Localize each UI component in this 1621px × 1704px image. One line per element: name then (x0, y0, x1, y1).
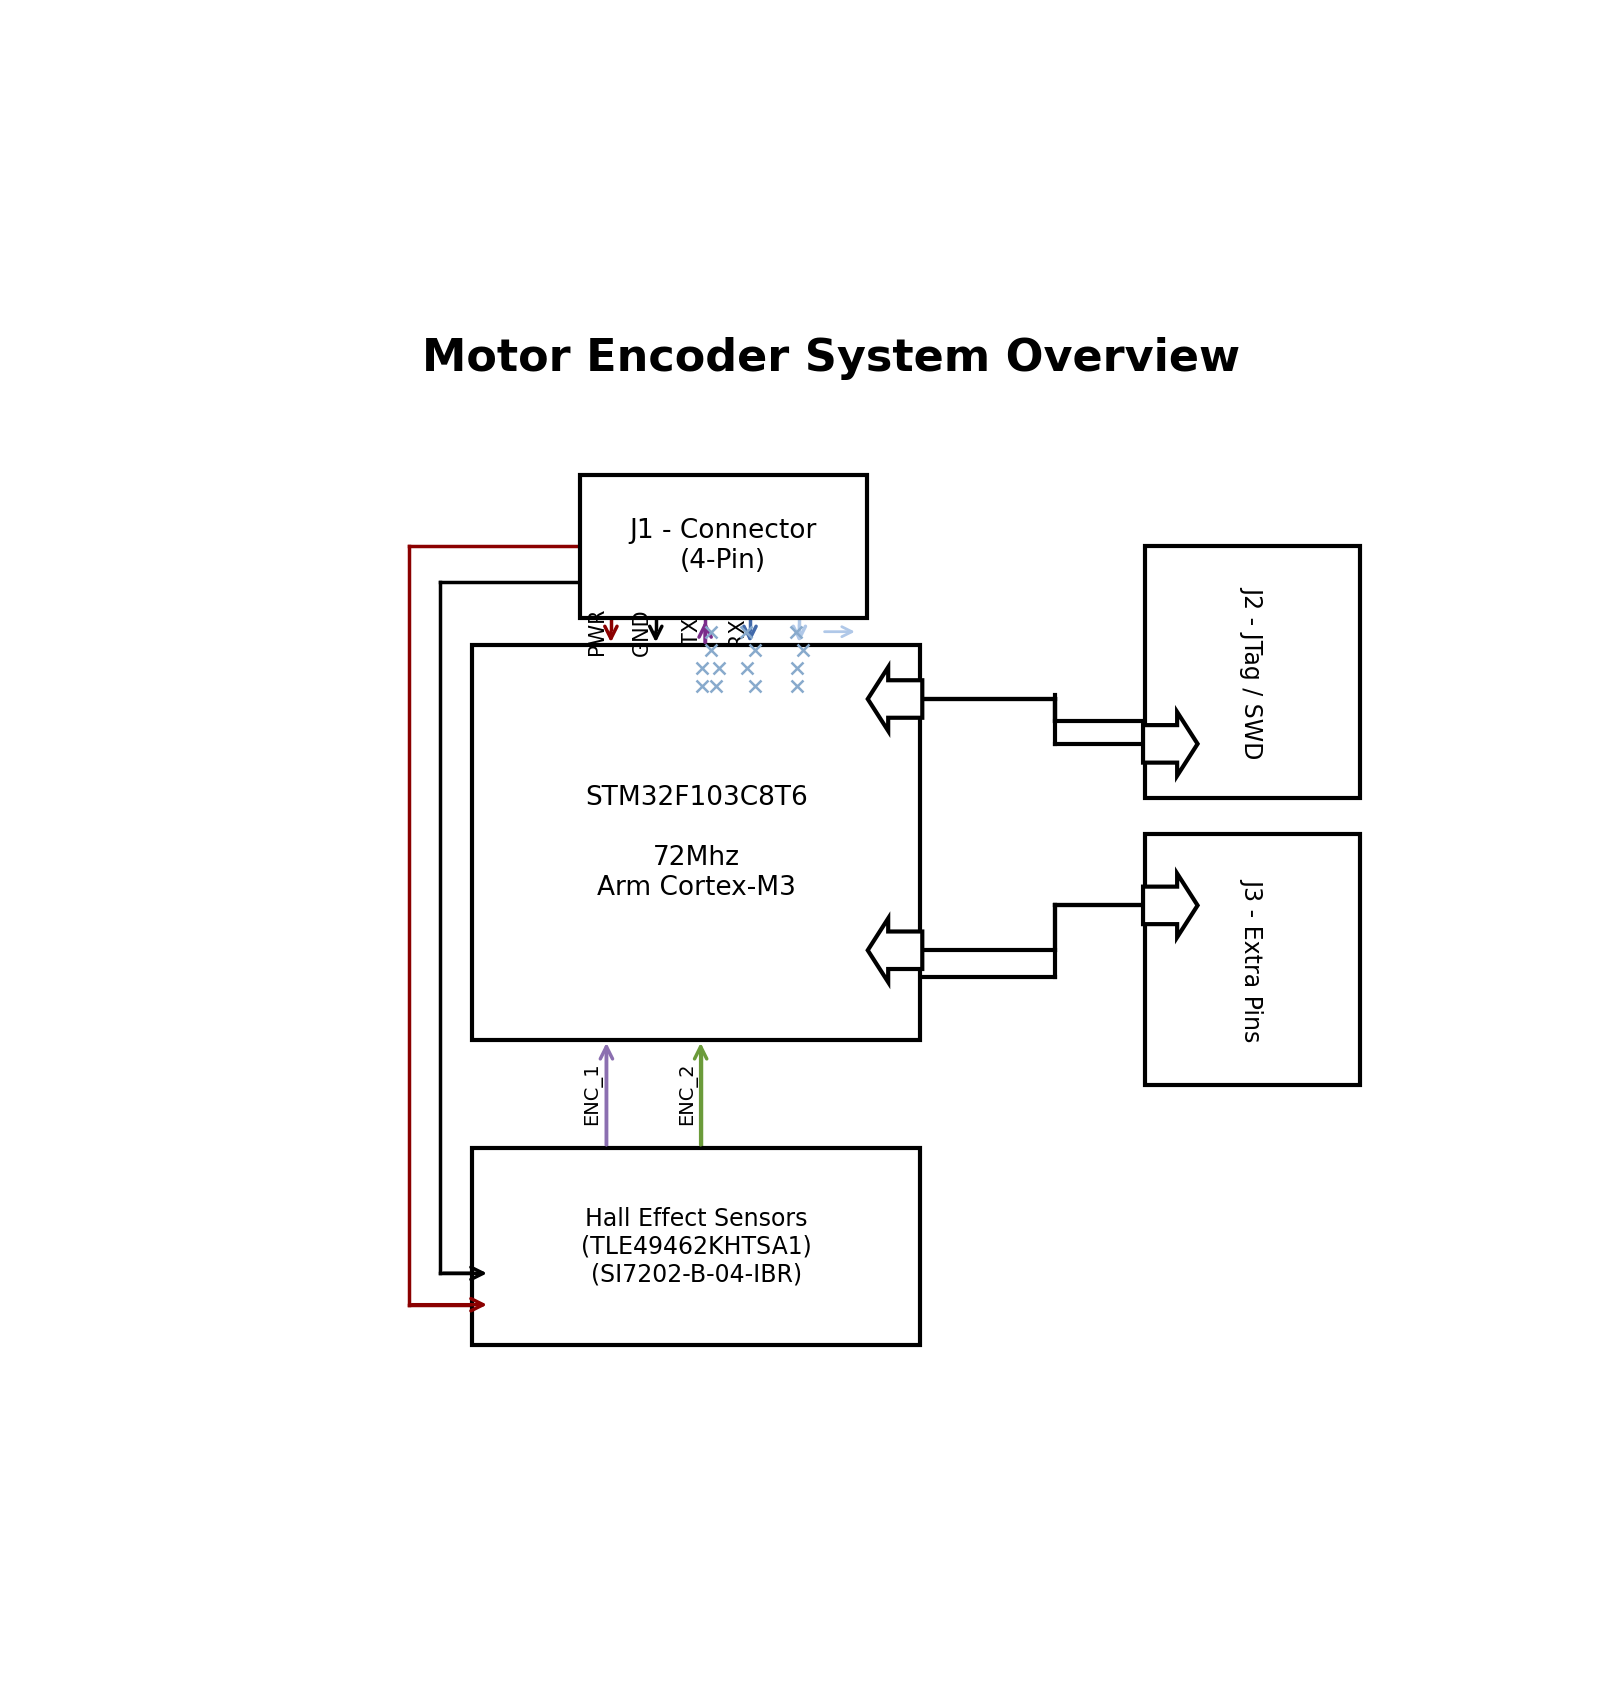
Polygon shape (867, 918, 922, 982)
Text: RX: RX (726, 617, 747, 646)
FancyBboxPatch shape (1144, 547, 1360, 797)
Text: PWR: PWR (587, 608, 608, 656)
FancyBboxPatch shape (580, 475, 867, 619)
Text: J2 - JTag / SWD: J2 - JTag / SWD (1240, 586, 1264, 758)
Text: J1 - Connector
(4-Pin): J1 - Connector (4-Pin) (629, 518, 817, 574)
FancyBboxPatch shape (472, 646, 921, 1039)
Polygon shape (1143, 874, 1198, 937)
Polygon shape (867, 668, 922, 731)
Text: Hall Effect Sensors
(TLE49462KHTSA1)
(SI7202-B-04-IBR): Hall Effect Sensors (TLE49462KHTSA1) (SI… (580, 1206, 812, 1287)
FancyBboxPatch shape (472, 1148, 921, 1344)
Text: J3 - Extra Pins: J3 - Extra Pins (1240, 878, 1264, 1041)
Text: GND: GND (632, 608, 652, 656)
Text: ENC_2: ENC_2 (678, 1063, 697, 1125)
Text: STM32F103C8T6

72Mhz
Arm Cortex-M3: STM32F103C8T6 72Mhz Arm Cortex-M3 (585, 784, 807, 901)
Text: Motor Encoder System Overview: Motor Encoder System Overview (421, 336, 1240, 380)
FancyBboxPatch shape (1144, 833, 1360, 1085)
Text: TX: TX (682, 619, 702, 646)
Text: ENC_1: ENC_1 (584, 1063, 603, 1125)
Polygon shape (1143, 712, 1198, 775)
